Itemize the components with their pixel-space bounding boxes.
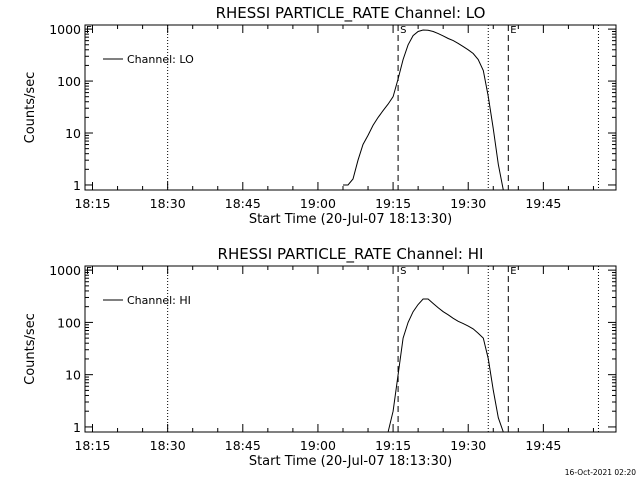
chart-panel-1: RHESSI PARTICLE_RATE Channel: HI 18:15 18:… [23,245,617,469]
vline-marker-label: S [400,266,406,277]
chart-title: RHESSI PARTICLE_RATE Channel: HI [218,245,484,264]
legend-label: Channel: HI [127,294,191,307]
y-tick-label: 10 [65,126,81,141]
legend-label: Channel: LO [127,53,194,66]
x-tick-label: 18:45 [225,438,261,453]
vline-marker-label: S [400,25,406,36]
x-axis-label: Start Time (20-Jul-07 18:13:30) [249,212,452,227]
x-tick-label: 19:30 [450,196,486,211]
x-tick-label: 18:45 [225,196,261,211]
x-tick-label: 19:00 [300,438,336,453]
chart-title: RHESSI PARTICLE_RATE Channel: LO [216,4,486,23]
x-tick-label: 19:30 [450,438,486,453]
y-tick-label: 1 [73,420,81,435]
y-tick-label: 100 [57,315,81,330]
series-line [387,298,504,432]
y-axis-label: Counts/sec [23,72,38,144]
y-tick-label: 1 [73,178,81,193]
vline-marker-label: E [510,25,516,36]
y-axis-label: Counts/sec [23,313,38,385]
y-tick-label: 1000 [49,22,81,37]
chart-panels: RHESSI PARTICLE_RATE Channel: LO 18:15 18:… [23,4,617,469]
x-tick-label: 18:15 [74,196,110,211]
footer-timestamp: 16-Oct-2021 02:20 [565,468,636,477]
x-tick-label: 19:00 [300,196,336,211]
x-tick-label: 19:15 [375,196,411,211]
y-tick-label: 1000 [49,263,81,278]
x-tick-label: 18:15 [74,438,110,453]
series-line [343,29,504,190]
x-tick-label: 19:15 [375,438,411,453]
chart-panel-0: RHESSI PARTICLE_RATE Channel: LO 18:15 18:… [23,4,617,227]
x-tick-label: 18:30 [150,196,186,211]
flag-marker: F [86,25,92,36]
x-tick-label: 19:45 [525,438,561,453]
y-tick-label: 100 [57,74,81,89]
x-tick-label: 19:45 [525,196,561,211]
x-tick-label: 18:30 [150,438,186,453]
y-tick-label: 10 [65,368,81,383]
x-axis-label: Start Time (20-Jul-07 18:13:30) [249,454,452,469]
vline-marker-label: E [510,266,516,277]
plot-frame [84,265,617,433]
plot-frame [84,24,617,191]
flag-marker: F [86,266,92,277]
